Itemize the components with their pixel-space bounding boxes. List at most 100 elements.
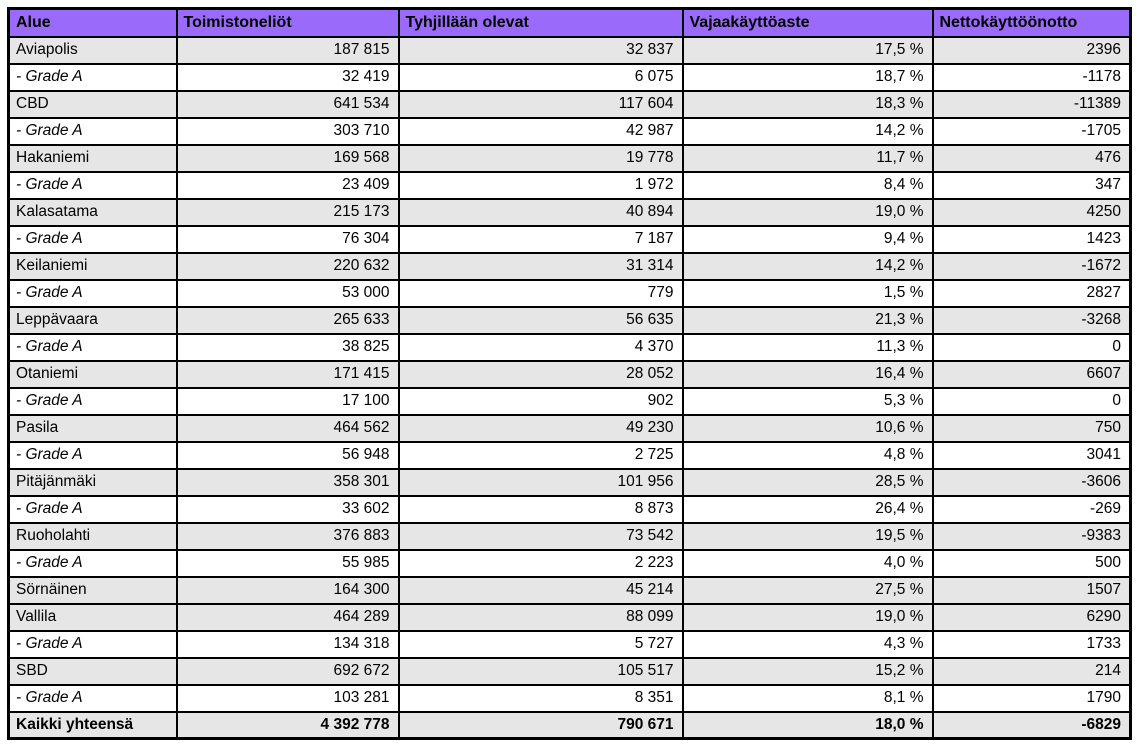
area-cell: Otaniemi <box>7 359 178 389</box>
area-cell: - Grade A <box>7 224 178 254</box>
nettokayttoonotto-cell: 1423 <box>931 224 1132 254</box>
area-cell: - Grade A <box>7 629 178 659</box>
tyhjillaan-olevat-cell: 1 972 <box>397 170 684 200</box>
table-row: Otaniemi 171 415 28 052 16,4 % 6607 <box>7 359 1132 389</box>
tyhjillaan-olevat-cell: 73 542 <box>397 521 684 551</box>
toimistoneliot-cell: 215 173 <box>175 197 400 227</box>
vajaakayttoaste-cell: 4,3 % <box>681 629 934 659</box>
nettokayttoonotto-cell: -1178 <box>931 62 1132 92</box>
vajaakayttoaste-cell: 18,3 % <box>681 89 934 119</box>
area-cell: Keilaniemi <box>7 251 178 281</box>
area-cell: Kalasatama <box>7 197 178 227</box>
toimistoneliot-cell: 23 409 <box>175 170 400 200</box>
nettokayttoonotto-cell: 214 <box>931 656 1132 686</box>
area-cell: Pitäjänmäki <box>7 467 178 497</box>
table-row: Sörnäinen 164 300 45 214 27,5 % 1507 <box>7 575 1132 605</box>
table-row: SBD 692 672 105 517 15,2 % 214 <box>7 656 1132 686</box>
total-tyhjillaan-olevat: 790 671 <box>397 710 684 740</box>
total-vajaakayttoaste: 18,0 % <box>681 710 934 740</box>
vajaakayttoaste-cell: 21,3 % <box>681 305 934 335</box>
column-header-alue: Alue <box>7 7 178 38</box>
toimistoneliot-cell: 56 948 <box>175 440 400 470</box>
tyhjillaan-olevat-cell: 8 873 <box>397 494 684 524</box>
vajaakayttoaste-cell: 4,0 % <box>681 548 934 578</box>
vajaakayttoaste-cell: 5,3 % <box>681 386 934 416</box>
area-cell: - Grade A <box>7 683 178 713</box>
nettokayttoonotto-cell: 3041 <box>931 440 1132 470</box>
vajaakayttoaste-cell: 4,8 % <box>681 440 934 470</box>
column-header-toimistoneliot: Toimistoneliöt <box>175 7 400 38</box>
area-cell: - Grade A <box>7 332 178 362</box>
tyhjillaan-olevat-cell: 19 778 <box>397 143 684 173</box>
vajaakayttoaste-cell: 8,1 % <box>681 683 934 713</box>
vajaakayttoaste-cell: 19,5 % <box>681 521 934 551</box>
tyhjillaan-olevat-cell: 5 727 <box>397 629 684 659</box>
nettokayttoonotto-cell: 750 <box>931 413 1132 443</box>
tyhjillaan-olevat-cell: 7 187 <box>397 224 684 254</box>
tyhjillaan-olevat-cell: 49 230 <box>397 413 684 443</box>
nettokayttoonotto-cell: -3606 <box>931 467 1132 497</box>
toimistoneliot-cell: 171 415 <box>175 359 400 389</box>
table-row: - Grade A 23 409 1 972 8,4 % 347 <box>7 170 1132 200</box>
tyhjillaan-olevat-cell: 31 314 <box>397 251 684 281</box>
vajaakayttoaste-cell: 1,5 % <box>681 278 934 308</box>
table-row: - Grade A 53 000 779 1,5 % 2827 <box>7 278 1132 308</box>
nettokayttoonotto-cell: 4250 <box>931 197 1132 227</box>
nettokayttoonotto-cell: -3268 <box>931 305 1132 335</box>
nettokayttoonotto-cell: 2827 <box>931 278 1132 308</box>
vajaakayttoaste-cell: 15,2 % <box>681 656 934 686</box>
toimistoneliot-cell: 76 304 <box>175 224 400 254</box>
toimistoneliot-cell: 103 281 <box>175 683 400 713</box>
tyhjillaan-olevat-cell: 56 635 <box>397 305 684 335</box>
table-row: Vallila 464 289 88 099 19,0 % 6290 <box>7 602 1132 632</box>
total-nettokayttoonotto: -6829 <box>931 710 1132 740</box>
table-row: - Grade A 17 100 902 5,3 % 0 <box>7 386 1132 416</box>
table-row: Ruoholahti 376 883 73 542 19,5 % -9383 <box>7 521 1132 551</box>
area-cell: - Grade A <box>7 494 178 524</box>
column-header-tyhjillaan-olevat: Tyhjillään olevat <box>397 7 684 38</box>
area-cell: - Grade A <box>7 440 178 470</box>
nettokayttoonotto-cell: 0 <box>931 332 1132 362</box>
area-cell: Sörnäinen <box>7 575 178 605</box>
table-row: CBD 641 534 117 604 18,3 % -11389 <box>7 89 1132 119</box>
tyhjillaan-olevat-cell: 88 099 <box>397 602 684 632</box>
table-row: - Grade A 55 985 2 223 4,0 % 500 <box>7 548 1132 578</box>
table-row: - Grade A 134 318 5 727 4,3 % 1733 <box>7 629 1132 659</box>
area-cell: Ruoholahti <box>7 521 178 551</box>
area-cell: - Grade A <box>7 278 178 308</box>
area-cell: Hakaniemi <box>7 143 178 173</box>
table-row: Pitäjänmäki 358 301 101 956 28,5 % -3606 <box>7 467 1132 497</box>
area-cell: - Grade A <box>7 386 178 416</box>
vajaakayttoaste-cell: 16,4 % <box>681 359 934 389</box>
table-row: Kalasatama 215 173 40 894 19,0 % 4250 <box>7 197 1132 227</box>
tyhjillaan-olevat-cell: 40 894 <box>397 197 684 227</box>
nettokayttoonotto-cell: 2396 <box>931 35 1132 65</box>
toimistoneliot-cell: 53 000 <box>175 278 400 308</box>
area-cell: CBD <box>7 89 178 119</box>
toimistoneliot-cell: 220 632 <box>175 251 400 281</box>
vajaakayttoaste-cell: 9,4 % <box>681 224 934 254</box>
area-cell: Aviapolis <box>7 35 178 65</box>
table-row: - Grade A 33 602 8 873 26,4 % -269 <box>7 494 1132 524</box>
tyhjillaan-olevat-cell: 105 517 <box>397 656 684 686</box>
vajaakayttoaste-cell: 17,5 % <box>681 35 934 65</box>
vajaakayttoaste-cell: 18,7 % <box>681 62 934 92</box>
vajaakayttoaste-cell: 14,2 % <box>681 251 934 281</box>
total-label: Kaikki yhteensä <box>7 710 178 740</box>
tyhjillaan-olevat-cell: 779 <box>397 278 684 308</box>
toimistoneliot-cell: 17 100 <box>175 386 400 416</box>
area-cell: - Grade A <box>7 116 178 146</box>
vajaakayttoaste-cell: 14,2 % <box>681 116 934 146</box>
area-cell: - Grade A <box>7 548 178 578</box>
header-row: Alue Toimistoneliöt Tyhjillään olevat Va… <box>7 7 1132 38</box>
table-row: Pasila 464 562 49 230 10,6 % 750 <box>7 413 1132 443</box>
tyhjillaan-olevat-cell: 902 <box>397 386 684 416</box>
table-body: Aviapolis 187 815 32 837 17,5 % 2396 - G… <box>7 35 1132 713</box>
toimistoneliot-cell: 33 602 <box>175 494 400 524</box>
vajaakayttoaste-cell: 11,3 % <box>681 332 934 362</box>
toimistoneliot-cell: 55 985 <box>175 548 400 578</box>
toimistoneliot-cell: 376 883 <box>175 521 400 551</box>
table-row: - Grade A 76 304 7 187 9,4 % 1423 <box>7 224 1132 254</box>
area-cell: SBD <box>7 656 178 686</box>
